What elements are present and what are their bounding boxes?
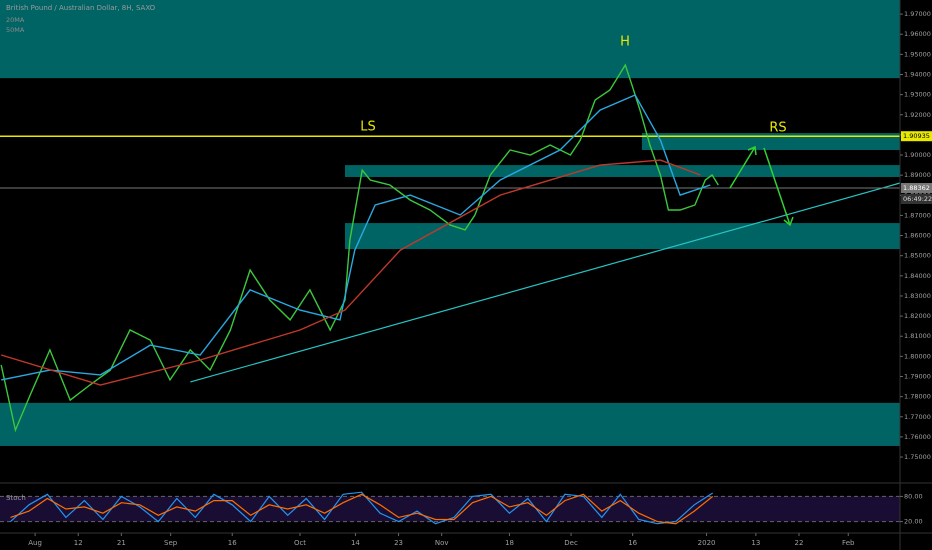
y-tick-label: 1.86000: [904, 232, 931, 240]
x-tick-label: 13: [751, 539, 760, 547]
x-tick-label: Feb: [842, 539, 855, 547]
y-tick-label: 1.90000: [904, 151, 931, 159]
price-line: [10, 493, 714, 525]
price-line: [0, 63, 719, 433]
price-level-tag: [901, 131, 932, 142]
y-tick-label: 1.77000: [904, 413, 931, 421]
x-tick-label: Sep: [164, 539, 178, 547]
pattern-label: H: [620, 35, 630, 50]
ma-line: [0, 159, 701, 386]
y-tick-label: 1.97000: [904, 10, 931, 18]
y-tick-label: 1.78000: [904, 393, 931, 401]
y-tick-label: 1.81000: [904, 332, 931, 340]
y-tick-label: 80.00: [904, 492, 923, 500]
zone: [641, 133, 900, 150]
y-tick-label: 1.82000: [904, 312, 931, 320]
y-tick-label: 1.80000: [904, 352, 931, 360]
x-tick-label: 23: [394, 539, 403, 547]
y-tick-label: 1.84000: [904, 272, 931, 280]
y-tick-label: 1.96000: [904, 30, 931, 38]
x-tick-label: Oct: [294, 539, 306, 547]
chart-title: British Pound / Australian Dollar, 8H, S…: [6, 4, 156, 12]
x-tick-label: 21: [117, 539, 126, 547]
zone: [0, 0, 900, 79]
arrow-head: [747, 145, 757, 156]
x-tick-label: 16: [628, 539, 637, 547]
zone: [0, 402, 900, 446]
projection-arrows: [729, 145, 794, 227]
y-tick-label: 1.93000: [904, 91, 931, 99]
oscillator-title: Stoch: [6, 494, 26, 502]
x-tick-label: Aug: [28, 539, 42, 547]
arrow-down: [763, 147, 791, 226]
arrow-head: [783, 216, 794, 227]
ma-line: [1, 94, 711, 381]
y-tick-label: 1.75000: [904, 453, 931, 461]
oscillator-band: [0, 496, 900, 522]
x-tick-label: 14: [351, 539, 360, 547]
pattern-label: RS: [769, 121, 786, 136]
zone: [344, 223, 900, 250]
countdown: 06:49:22: [903, 195, 932, 203]
pattern-label: LS: [360, 120, 376, 135]
oscillator-plot: [0, 491, 900, 525]
x-tick-label: 12: [74, 539, 83, 547]
price-line: [10, 491, 714, 525]
y-tick-label: 1.94000: [904, 70, 931, 78]
y-tick-label: 1.76000: [904, 433, 931, 441]
y-tick-label: 1.89000: [904, 171, 931, 179]
x-tick-label: 2020: [698, 539, 716, 547]
x-tick-label: 18: [505, 539, 514, 547]
y-tick-label: 1.95000: [904, 50, 931, 58]
y-tick-label: 1.83000: [904, 292, 931, 300]
y-tick-label: 1.87000: [904, 211, 931, 219]
zone: [344, 165, 900, 177]
main-plot: LS H RS: [0, 35, 901, 433]
legend-entry: 20MA: [6, 16, 25, 24]
x-tick-label: Dec: [564, 539, 578, 547]
legend-entry: 50MA: [6, 26, 25, 34]
y-tick-label: 1.85000: [904, 252, 931, 260]
countdown-tag: [901, 194, 932, 205]
price-level-label: 1.88362: [903, 184, 930, 192]
y-tick-label: 1.79000: [904, 372, 931, 380]
x-tick-label: Nov: [435, 539, 449, 547]
y-tick-label: 1.92000: [904, 111, 931, 119]
y-tick-label: 20.00: [904, 518, 923, 526]
trendline: [190, 182, 901, 383]
x-tick-label: 16: [228, 539, 237, 547]
price-level-label: 1.90935: [903, 132, 930, 140]
price-level-tag: [901, 183, 932, 194]
x-tick-label: 22: [795, 539, 804, 547]
zones: [0, 0, 900, 446]
arrow-up: [729, 146, 756, 189]
